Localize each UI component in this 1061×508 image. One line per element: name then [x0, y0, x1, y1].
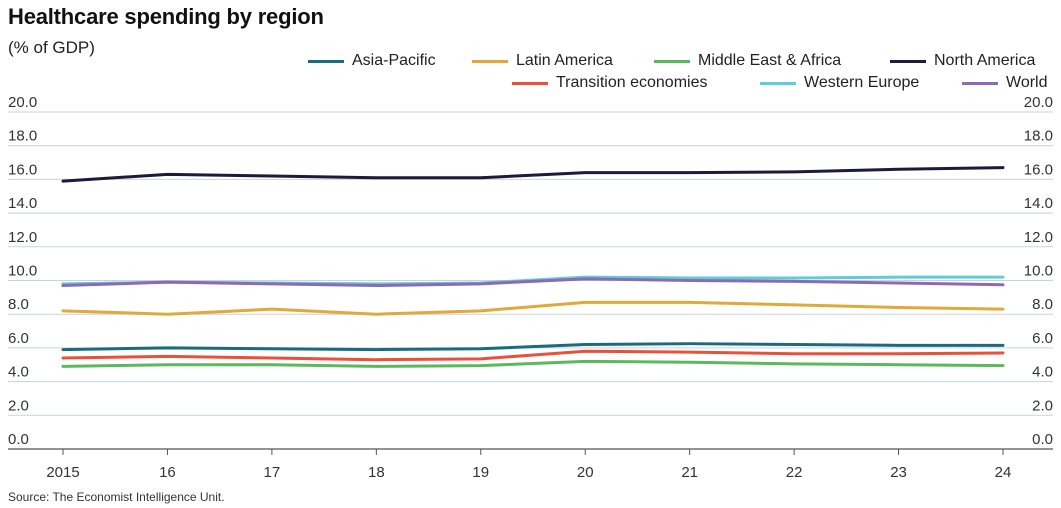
series-line-transition-economies [61, 349, 1005, 362]
legend-swatch [962, 81, 998, 85]
y-tick-label-left: 8.0 [8, 296, 29, 313]
legend-label: Western Europe [804, 74, 920, 91]
y-tick-label-right: 0.0 [1032, 431, 1053, 448]
series-line-latin-america [61, 300, 1005, 316]
legend-swatch [308, 59, 344, 63]
legend-item-north-america: North America [890, 52, 1035, 70]
y-tick-label-right: 4.0 [1032, 364, 1053, 381]
y-tick-label-right: 20.0 [1024, 94, 1053, 111]
y-tick-label-left: 18.0 [8, 128, 37, 145]
series-line-middle-east-africa [61, 359, 1005, 368]
legend-swatch [512, 81, 548, 85]
legend-label: Asia-Pacific [352, 52, 436, 69]
legend-label: Transition economies [556, 74, 708, 91]
x-tick-label: 20 [577, 464, 594, 481]
y-tick-label-right: 8.0 [1032, 296, 1053, 313]
legend-label: North America [934, 52, 1036, 69]
y-tick-label-right: 14.0 [1024, 195, 1053, 212]
y-tick-label-left: 6.0 [8, 330, 29, 347]
x-tick-label: 2015 [46, 464, 79, 481]
y-tick-label-left: 4.0 [8, 364, 29, 381]
y-tick-label-right: 2.0 [1032, 397, 1053, 414]
legend-swatch [760, 81, 796, 85]
y-tick-label-left: 20.0 [8, 94, 37, 111]
y-axis-left: 0.0 2.0 4.0 6.0 8.0 10.0 12.0 14.0 16.0 18.0 20.0 [8, 94, 37, 448]
y-tick-label-right: 16.0 [1024, 161, 1053, 178]
x-tick-label: 16 [159, 464, 176, 481]
x-axis: 2015 16 17 18 19 20 21 22 23 24 [46, 449, 1011, 481]
y-tick-label-left: 16.0 [8, 161, 37, 178]
y-tick-label-left: 2.0 [8, 397, 29, 414]
legend-label: Middle East & Africa [698, 52, 842, 69]
chart-title: Healthcare spending by region [8, 4, 324, 29]
series-line-asia-pacific [61, 342, 1005, 352]
legend-label: World [1006, 74, 1048, 91]
source-note: Source: The Economist Intelligence Unit. [8, 490, 225, 504]
x-tick-label: 21 [681, 464, 698, 481]
series-line-north-america [61, 166, 1005, 183]
legend-item-world: World [962, 74, 1048, 92]
y-tick-label-left: 14.0 [8, 195, 37, 212]
legend-swatch [654, 59, 690, 63]
x-tick-label: 17 [264, 464, 281, 481]
x-tick-label: 23 [890, 464, 907, 481]
legend-item-asia-pacific: Asia-Pacific [308, 52, 436, 70]
x-tick-label: 18 [368, 464, 385, 481]
legend-item-latin-america: Latin America [472, 52, 613, 70]
y-tick-label-left: 10.0 [8, 263, 37, 280]
y-tick-label-right: 12.0 [1024, 229, 1053, 246]
y-tick-label-right: 18.0 [1024, 128, 1053, 145]
legend-item-transition-economies: Transition economies [512, 74, 707, 92]
x-tick-label: 24 [995, 464, 1012, 481]
chart-subtitle: (% of GDP) [8, 38, 95, 57]
y-tick-label-left: 12.0 [8, 229, 37, 246]
legend-item-western-europe: Western Europe [760, 74, 919, 92]
legend-label: Latin America [516, 52, 613, 69]
legend-item-middle-east-africa: Middle East & Africa [654, 52, 841, 70]
series-lines [61, 166, 1005, 368]
y-axis-right: 0.0 2.0 4.0 6.0 8.0 10.0 12.0 14.0 16.0 18.0 20.0 [1024, 94, 1053, 448]
legend-swatch [472, 59, 508, 63]
legend-swatch [890, 59, 926, 63]
series-line-world [61, 277, 1005, 288]
x-tick-label: 19 [472, 464, 489, 481]
y-tick-label-right: 10.0 [1024, 263, 1053, 280]
y-tick-label-left: 0.0 [8, 431, 29, 448]
x-tick-label: 22 [786, 464, 803, 481]
y-tick-label-right: 6.0 [1032, 330, 1053, 347]
